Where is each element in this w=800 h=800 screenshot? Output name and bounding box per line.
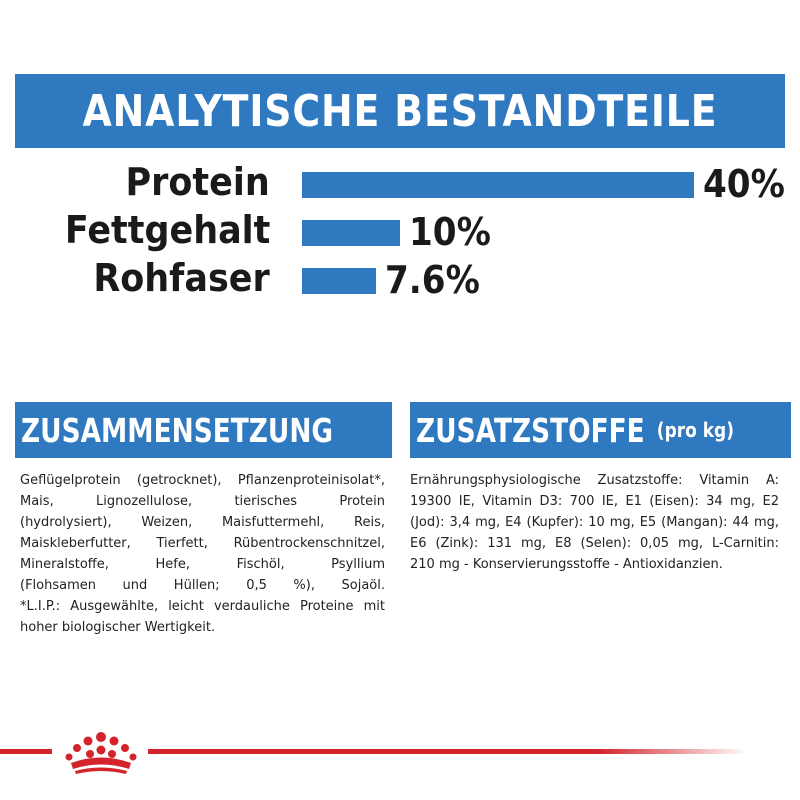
value-label-rohfaser: 7.6% xyxy=(385,258,480,302)
footer-line-right xyxy=(148,749,748,754)
composition-lines: Geflügelprotein (getrocknet), Pflanzenpr… xyxy=(20,470,385,638)
category-label-protein: Protein xyxy=(125,160,270,204)
value-label-protein: 40% xyxy=(703,162,785,206)
additives-subtitle: (pro kg) xyxy=(656,418,734,442)
bar-protein xyxy=(302,172,694,198)
additives-line: (Jod): 3,4 mg, E4 (Kupfer): 10 mg, E5 (M… xyxy=(410,515,779,530)
additives-line: 19300 IE, Vitamin D3: 700 IE, E1 (Eisen)… xyxy=(410,494,779,509)
additives-text: Ernährungsphysiologische Zusatzstoffe: V… xyxy=(410,470,779,575)
composition-line: Mais, Lignozellulose, tierisches Protein xyxy=(20,494,385,509)
composition-line: (Flohsamen und Hüllen; 0,5 %), Sojaöl. xyxy=(20,578,385,593)
additives-line: E6 (Zink): 131 mg, E8 (Selen): 0,05 mg, … xyxy=(410,536,779,551)
crown-logo-icon xyxy=(65,732,137,774)
value-label-fettgehalt: 10% xyxy=(409,210,491,254)
composition-header: ZUSAMMENSETZUNG xyxy=(15,402,392,458)
composition-line: hoher biologischer Wertigkeit. xyxy=(20,620,216,635)
composition-title: ZUSAMMENSETZUNG xyxy=(21,410,334,450)
bar-rohfaser xyxy=(302,268,376,294)
composition-text: Geflügelprotein (getrocknet), Pflanzenpr… xyxy=(20,470,385,638)
page-title: ANALYTISCHE BESTANDTEILE xyxy=(82,85,718,137)
header-banner: ANALYTISCHE BESTANDTEILE xyxy=(15,74,785,148)
category-label-rohfaser: Rohfaser xyxy=(93,256,270,300)
additives-title: ZUSATZSTOFFE xyxy=(416,410,645,450)
composition-line: Mineralstoffe, Hefe, Fischöl, Psyllium xyxy=(20,557,385,572)
composition-line: Maiskleberfutter, Tierfett, Rübentrocken… xyxy=(20,536,385,551)
composition-line: *L.I.P.: Ausgewählte, leicht verdauliche… xyxy=(20,599,385,614)
additives-header: ZUSATZSTOFFE (pro kg) xyxy=(410,402,791,458)
additives-lines: Ernährungsphysiologische Zusatzstoffe: V… xyxy=(410,470,779,575)
composition-line: Geflügelprotein (getrocknet), Pflanzenpr… xyxy=(20,473,385,488)
additives-line: Ernährungsphysiologische Zusatzstoffe: V… xyxy=(410,473,779,488)
additives-line: 210 mg - Konservierungsstoffe - Antioxid… xyxy=(410,557,723,572)
category-label-fettgehalt: Fettgehalt xyxy=(64,208,270,252)
composition-line: (hydrolysiert), Weizen, Maisfuttermehl, … xyxy=(20,515,385,530)
bar-fettgehalt xyxy=(302,220,400,246)
footer-line-left xyxy=(0,749,52,754)
